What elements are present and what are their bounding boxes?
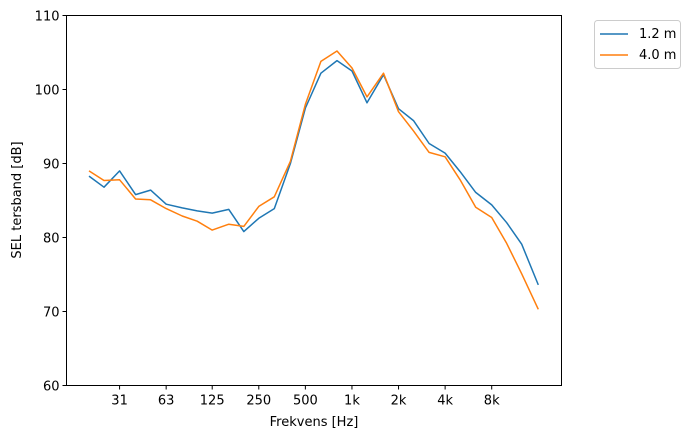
y-tick-label: 70 [43,306,60,321]
legend-box [594,20,681,69]
x-tick-label: 4k [437,394,453,409]
x-axis-label: Frekvens [Hz] [270,415,359,430]
x-tick-label: 31 [111,394,128,409]
legend-label-4-0m: 4.0 m [639,48,676,63]
series-line-4-0-m [88,50,539,310]
x-tick-label: 63 [158,394,175,409]
y-axis-label: SEL tersband [dB] [10,141,25,258]
series-line-1-2-m [88,59,539,286]
legend: 1.2 m 4.0 m [594,20,681,69]
y-axis: 60 70 80 90 100 110 [35,10,67,395]
x-tick-label: 125 [200,394,225,409]
plot-frame [66,15,562,386]
y-tick-label: 100 [35,84,60,99]
x-tick-label: 8k [484,394,500,409]
legend-label-1-2m: 1.2 m [639,27,676,42]
y-tick-label: 60 [43,380,60,395]
x-axis: 31 63 125 250 500 1k 2k 4k 8k [111,385,500,409]
x-tick-label: 250 [246,394,271,409]
y-tick-label: 80 [43,232,60,247]
y-tick-label: 110 [35,10,60,25]
series-layer [88,50,539,310]
x-tick-label: 500 [293,394,318,409]
x-tick-label: 2k [391,394,407,409]
x-tick-label: 1k [344,394,360,409]
y-tick-label: 90 [43,158,60,173]
